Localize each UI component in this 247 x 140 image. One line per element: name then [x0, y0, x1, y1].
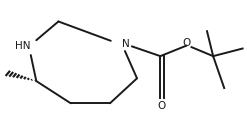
Text: N: N: [122, 39, 130, 49]
Text: O: O: [157, 101, 166, 111]
Text: O: O: [182, 38, 190, 48]
Text: HN: HN: [15, 41, 31, 51]
